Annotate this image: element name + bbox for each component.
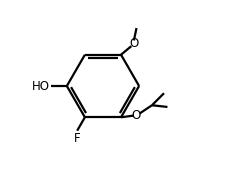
Text: O: O <box>131 109 141 122</box>
Text: F: F <box>74 132 80 144</box>
Text: O: O <box>129 37 138 50</box>
Text: HO: HO <box>32 79 49 93</box>
